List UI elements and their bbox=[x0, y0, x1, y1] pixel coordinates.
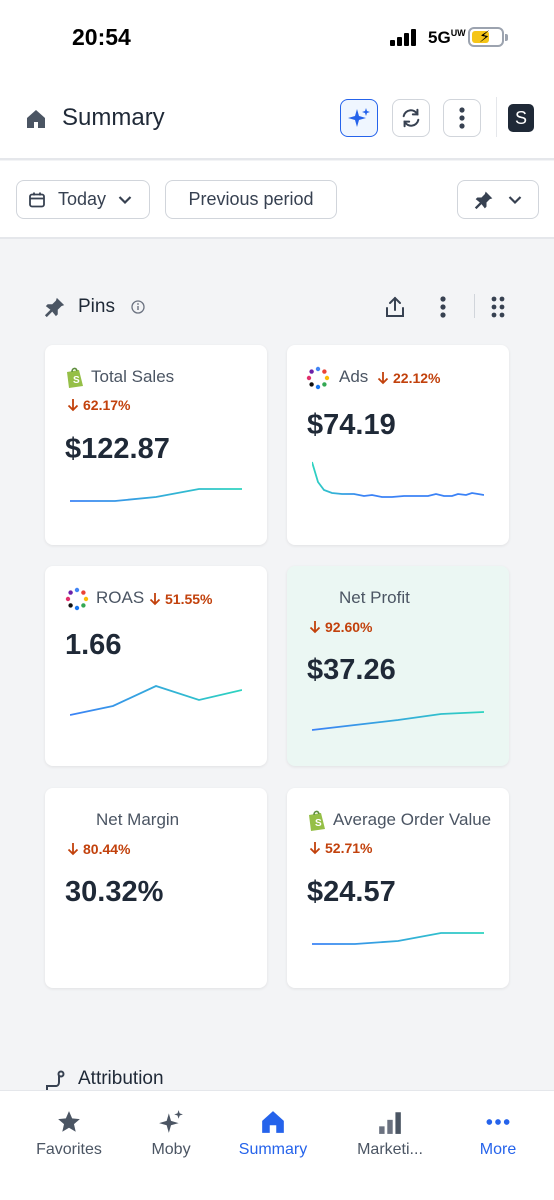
star-icon bbox=[58, 1111, 80, 1132]
status-time: 20:54 bbox=[72, 24, 131, 50]
arrow-down-icon bbox=[309, 842, 321, 855]
arrow-down-icon bbox=[67, 843, 79, 856]
drag-handle-icon[interactable] bbox=[491, 296, 505, 318]
change-badge: 62.17% bbox=[67, 397, 130, 413]
change-badge: 52.71% bbox=[309, 840, 372, 856]
network-label: 5GUW bbox=[428, 28, 466, 47]
card-value: $74.19 bbox=[307, 409, 396, 441]
nav-favorites[interactable]: Favorites bbox=[19, 1109, 119, 1159]
card-value: $24.57 bbox=[307, 876, 396, 908]
card-value: 30.32% bbox=[65, 876, 164, 908]
card-value: 1.66 bbox=[65, 629, 122, 661]
change-badge: 80.44% bbox=[67, 841, 130, 857]
sparkline bbox=[312, 711, 484, 731]
filter-bar: Today Previous period bbox=[0, 161, 554, 239]
multi-dot-icon bbox=[306, 366, 330, 390]
ai-assistant-button[interactable] bbox=[340, 99, 378, 137]
pins-divider bbox=[474, 294, 475, 318]
change-badge: 92.60% bbox=[309, 619, 372, 635]
card-title: Net Profit bbox=[339, 588, 410, 607]
change-badge: 22.12% bbox=[377, 370, 440, 386]
svg-text:S: S bbox=[73, 375, 80, 386]
metric-card-total-sales[interactable]: S Total Sales 62.17% $122.87 bbox=[45, 345, 267, 545]
metric-card-net-profit[interactable]: Net Profit 92.60% $37.26 bbox=[287, 566, 509, 766]
card-value: $122.87 bbox=[65, 433, 170, 465]
card-title: Net Margin bbox=[96, 810, 180, 829]
pin-icon bbox=[44, 297, 65, 318]
pin-icon bbox=[474, 191, 493, 209]
attribution-icon bbox=[46, 1070, 65, 1090]
more-options-button[interactable] bbox=[443, 99, 481, 137]
shopify-icon: S bbox=[67, 367, 83, 388]
header-divider bbox=[496, 97, 497, 137]
home-icon[interactable] bbox=[24, 107, 48, 131]
battery-icon: ⚡ bbox=[468, 27, 508, 47]
metric-card-ads[interactable]: Ads 22.12% $74.19 bbox=[287, 345, 509, 545]
nav-marketing[interactable]: Marketi... bbox=[340, 1109, 440, 1159]
arrow-down-icon bbox=[309, 621, 321, 634]
card-title: Total Sales bbox=[91, 367, 175, 386]
info-icon[interactable] bbox=[131, 300, 145, 314]
page-title: Summary bbox=[62, 104, 165, 131]
metric-card-net-margin[interactable]: Net Margin 80.44% 30.32% bbox=[45, 788, 267, 988]
bottom-nav: Favorites Moby Summary Marketi... More bbox=[0, 1090, 554, 1200]
compare-period-label: Previous period bbox=[188, 189, 314, 209]
status-bar: 20:54 5GUW ⚡ bbox=[0, 0, 554, 80]
sparkline bbox=[70, 488, 242, 502]
change-badge: 51.55% bbox=[149, 591, 212, 607]
sparkline bbox=[312, 932, 484, 945]
attribution-section-header[interactable]: Attribution bbox=[44, 1068, 164, 1090]
bar-chart-icon bbox=[379, 1112, 401, 1134]
metric-card-average-order-value[interactable]: S Average Order Value 52.71% $24.57 bbox=[287, 788, 509, 988]
app-header: Summary S bbox=[0, 80, 554, 160]
vertical-dots-icon bbox=[459, 107, 465, 129]
arrow-down-icon bbox=[67, 399, 79, 412]
signal-icon bbox=[390, 29, 418, 46]
chevron-down-icon bbox=[118, 195, 132, 204]
card-title: Average Order Value bbox=[333, 810, 492, 829]
refresh-button[interactable] bbox=[392, 99, 430, 137]
pin-menu-dropdown[interactable] bbox=[457, 180, 539, 219]
nav-moby[interactable]: Moby bbox=[121, 1109, 221, 1159]
card-value: $37.26 bbox=[307, 654, 396, 686]
calendar-icon bbox=[29, 192, 45, 207]
arrow-down-icon bbox=[149, 593, 161, 606]
date-range-label: Today bbox=[58, 189, 107, 209]
nav-more[interactable]: More bbox=[448, 1109, 548, 1159]
card-title: ROAS bbox=[96, 588, 145, 607]
vertical-dots-icon[interactable] bbox=[440, 296, 446, 318]
multi-dot-icon bbox=[65, 587, 89, 611]
sparkline bbox=[70, 685, 242, 716]
pins-title: Pins bbox=[78, 296, 115, 317]
shopify-icon: S bbox=[309, 810, 325, 831]
share-icon[interactable] bbox=[383, 295, 407, 319]
date-range-dropdown[interactable]: Today bbox=[16, 180, 150, 219]
refresh-icon bbox=[402, 108, 420, 128]
sparkline bbox=[312, 461, 484, 498]
more-dots-icon bbox=[486, 1119, 510, 1125]
card-title: Ads bbox=[339, 367, 369, 386]
sparkle-icon bbox=[159, 1110, 183, 1133]
compare-period-button[interactable]: Previous period bbox=[165, 180, 337, 219]
metric-card-roas[interactable]: ROAS 51.55% 1.66 bbox=[45, 566, 267, 766]
arrow-down-icon bbox=[377, 372, 389, 385]
attribution-title: Attribution bbox=[78, 1068, 164, 1089]
store-avatar[interactable]: S bbox=[508, 104, 534, 132]
pins-section-header: Pins bbox=[44, 290, 514, 324]
home-icon bbox=[262, 1111, 284, 1133]
nav-summary[interactable]: Summary bbox=[223, 1109, 323, 1159]
sparkle-icon bbox=[348, 108, 370, 127]
chevron-down-icon bbox=[508, 195, 522, 204]
svg-text:S: S bbox=[315, 818, 322, 829]
